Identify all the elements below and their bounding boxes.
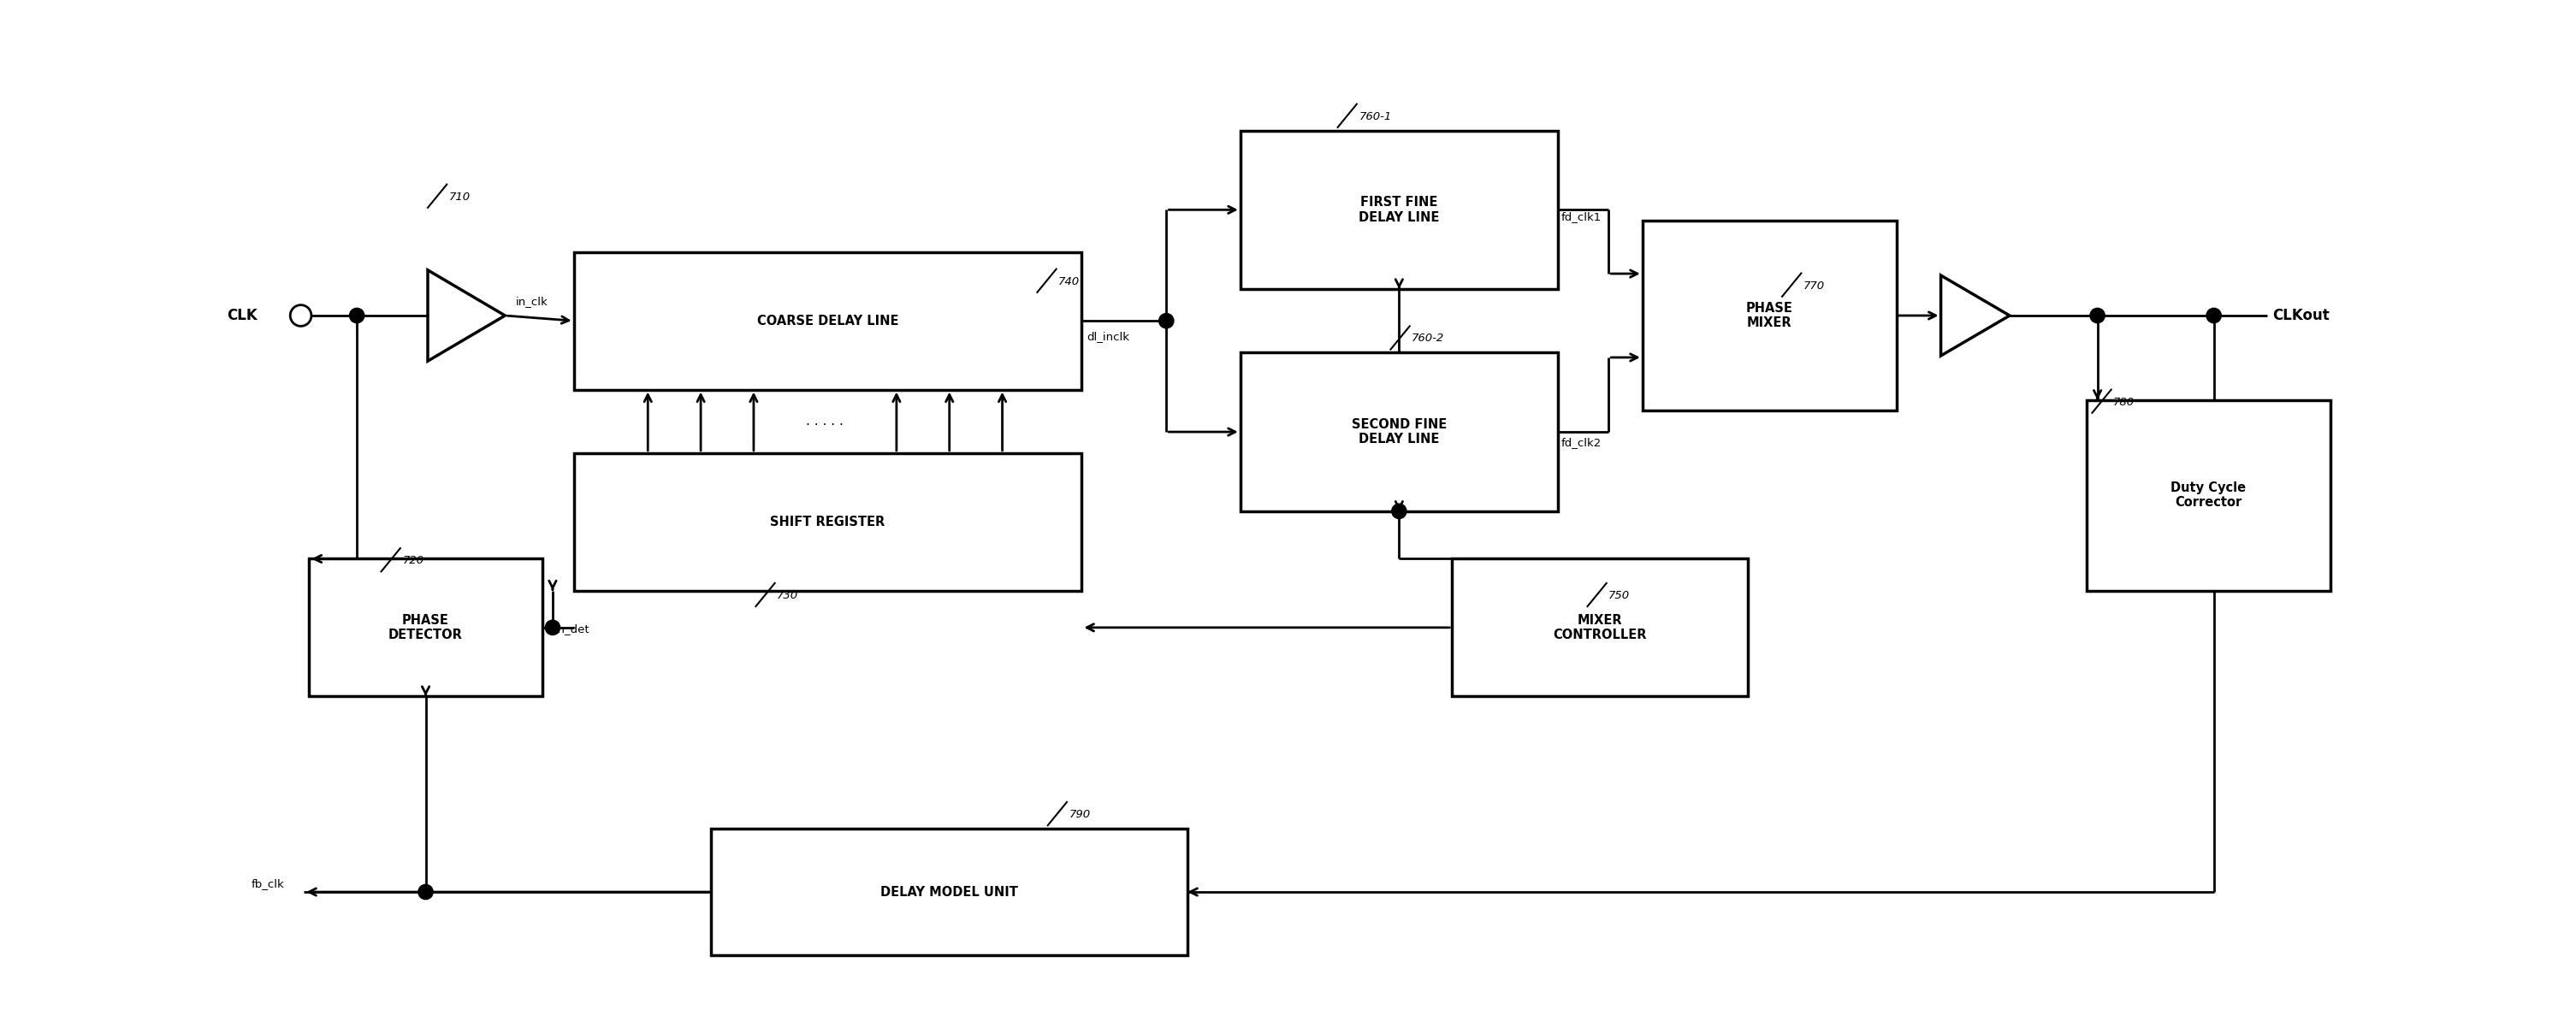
Circle shape xyxy=(2089,308,2105,323)
Text: SECOND FINE
DELAY LINE: SECOND FINE DELAY LINE xyxy=(1352,418,1448,446)
Text: MIXER
CONTROLLER: MIXER CONTROLLER xyxy=(1553,614,1646,641)
FancyBboxPatch shape xyxy=(309,559,541,696)
Text: 710: 710 xyxy=(448,191,471,202)
Text: fb_clk: fb_clk xyxy=(250,878,283,889)
Text: Duty Cycle
Corrector: Duty Cycle Corrector xyxy=(2172,481,2246,509)
FancyBboxPatch shape xyxy=(1643,220,1896,411)
Text: ph_det: ph_det xyxy=(551,624,590,635)
Text: 780: 780 xyxy=(2112,397,2136,408)
Text: 750: 750 xyxy=(1607,590,1631,601)
Text: CLK: CLK xyxy=(227,308,258,323)
Text: DELAY MODEL UNIT: DELAY MODEL UNIT xyxy=(881,885,1018,899)
FancyBboxPatch shape xyxy=(1242,352,1558,511)
Text: 720: 720 xyxy=(402,555,425,566)
Circle shape xyxy=(417,884,433,900)
FancyBboxPatch shape xyxy=(711,828,1188,956)
Circle shape xyxy=(2208,308,2221,323)
FancyBboxPatch shape xyxy=(574,252,1082,389)
Text: PHASE
MIXER: PHASE MIXER xyxy=(1747,302,1793,330)
Text: 740: 740 xyxy=(1059,276,1079,287)
Text: COARSE DELAY LINE: COARSE DELAY LINE xyxy=(757,314,899,327)
Text: 770: 770 xyxy=(1803,280,1824,291)
Text: SHIFT REGISTER: SHIFT REGISTER xyxy=(770,515,886,528)
Text: . . . . .: . . . . . xyxy=(806,415,845,428)
Text: fd_clk1: fd_clk1 xyxy=(1561,212,1602,223)
Circle shape xyxy=(1391,504,1406,519)
Text: in_clk: in_clk xyxy=(515,296,549,308)
Circle shape xyxy=(546,620,559,635)
FancyBboxPatch shape xyxy=(1453,559,1749,696)
FancyBboxPatch shape xyxy=(1242,130,1558,289)
FancyBboxPatch shape xyxy=(574,453,1082,591)
Circle shape xyxy=(350,308,363,323)
Text: CLKout: CLKout xyxy=(2272,308,2329,323)
Text: fd_clk2: fd_clk2 xyxy=(1561,437,1602,448)
Text: 730: 730 xyxy=(778,590,799,601)
Circle shape xyxy=(291,305,312,326)
Text: 790: 790 xyxy=(1069,809,1090,820)
FancyBboxPatch shape xyxy=(2087,400,2331,591)
Text: FIRST FINE
DELAY LINE: FIRST FINE DELAY LINE xyxy=(1358,196,1440,224)
Text: PHASE
DETECTOR: PHASE DETECTOR xyxy=(389,614,464,641)
Text: dl_inclk: dl_inclk xyxy=(1087,332,1131,342)
Text: 760-2: 760-2 xyxy=(1412,333,1445,344)
Circle shape xyxy=(1159,313,1175,328)
Text: 760-1: 760-1 xyxy=(1360,111,1391,122)
